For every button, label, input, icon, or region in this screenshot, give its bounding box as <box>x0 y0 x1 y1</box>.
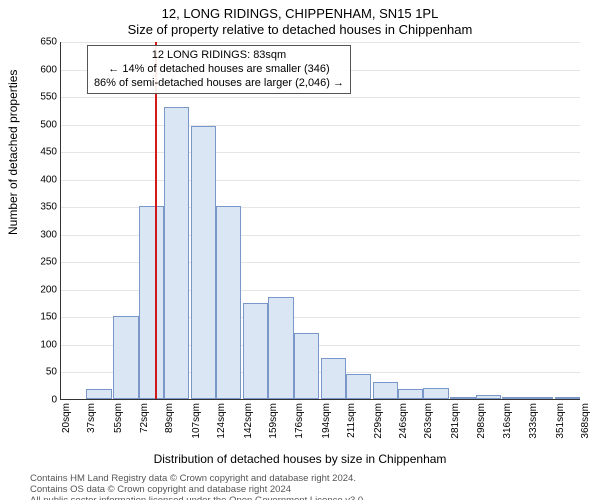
histogram-bar <box>555 397 580 399</box>
histogram-bar <box>528 397 553 399</box>
histogram-bar <box>113 316 138 399</box>
y-tick-label: 600 <box>40 64 57 75</box>
x-tick-label: 142sqm <box>243 403 254 439</box>
histogram-bar <box>476 395 501 399</box>
x-tick-label: 263sqm <box>423 403 434 439</box>
y-tick-label: 650 <box>40 37 57 48</box>
y-tick-label: 550 <box>40 92 57 103</box>
gridline <box>61 42 580 43</box>
property-marker-line <box>155 42 157 399</box>
x-tick-label: 281sqm <box>450 403 461 439</box>
chart-title-line1: 12, LONG RIDINGS, CHIPPENHAM, SN15 1PL <box>0 6 600 21</box>
histogram-bar <box>450 397 475 399</box>
x-tick-label: 159sqm <box>268 403 279 439</box>
y-tick-label: 150 <box>40 312 57 323</box>
x-tick-label: 124sqm <box>216 403 227 439</box>
y-axis-label: Number of detached properties <box>6 70 20 235</box>
gridline <box>61 180 580 181</box>
histogram-bar <box>268 297 293 399</box>
histogram-bar <box>243 303 268 399</box>
x-tick-label: 194sqm <box>321 403 332 439</box>
y-tick-label: 500 <box>40 119 57 130</box>
histogram-bar <box>191 126 216 399</box>
y-tick-label: 250 <box>40 257 57 268</box>
annotation-line-3: 86% of semi-detached houses are larger (… <box>94 77 344 91</box>
x-tick-label: 229sqm <box>373 403 384 439</box>
histogram-bar <box>398 389 423 399</box>
histogram-bar <box>502 397 527 399</box>
x-tick-label: 72sqm <box>139 403 150 433</box>
histogram-bar <box>423 388 448 399</box>
property-annotation-box: 12 LONG RIDINGS: 83sqm ← 14% of detached… <box>87 45 351 94</box>
y-tick-label: 50 <box>46 367 57 378</box>
histogram-bar <box>346 374 371 399</box>
x-tick-label: 316sqm <box>502 403 513 439</box>
attribution-text: Contains HM Land Registry data © Crown c… <box>30 474 366 500</box>
x-tick-label: 298sqm <box>476 403 487 439</box>
gridline <box>61 97 580 98</box>
histogram-bar <box>294 333 319 399</box>
y-tick-label: 350 <box>40 202 57 213</box>
chart-plot-area: 0501001502002503003504004505005506006502… <box>60 42 580 400</box>
y-tick-label: 200 <box>40 284 57 295</box>
x-tick-label: 333sqm <box>528 403 539 439</box>
y-tick-label: 0 <box>51 395 57 406</box>
x-tick-label: 20sqm <box>61 403 72 433</box>
chart-title-line2: Size of property relative to detached ho… <box>0 22 600 37</box>
y-tick-label: 400 <box>40 174 57 185</box>
x-axis-label: Distribution of detached houses by size … <box>0 452 600 466</box>
x-tick-label: 37sqm <box>86 403 97 433</box>
histogram-bar <box>321 358 346 399</box>
histogram-bar <box>164 107 189 399</box>
x-tick-label: 107sqm <box>191 403 202 439</box>
histogram-bar <box>373 382 398 399</box>
histogram-bar <box>216 206 241 399</box>
annotation-line-1: 12 LONG RIDINGS: 83sqm <box>94 49 344 63</box>
x-tick-label: 89sqm <box>164 403 175 433</box>
x-tick-label: 246sqm <box>398 403 409 439</box>
y-tick-label: 100 <box>40 339 57 350</box>
y-tick-label: 450 <box>40 147 57 158</box>
gridline <box>61 152 580 153</box>
gridline <box>61 125 580 126</box>
histogram-bar <box>139 206 164 399</box>
annotation-line-2: ← 14% of detached houses are smaller (34… <box>94 63 344 77</box>
x-tick-label: 368sqm <box>580 403 591 439</box>
x-tick-label: 211sqm <box>346 403 357 438</box>
y-tick-label: 300 <box>40 229 57 240</box>
x-tick-label: 176sqm <box>294 403 305 439</box>
attribution-line-3: All public sector information licensed u… <box>30 496 366 500</box>
histogram-bar <box>86 389 111 399</box>
x-tick-label: 55sqm <box>113 403 124 433</box>
x-tick-label: 351sqm <box>555 403 566 439</box>
